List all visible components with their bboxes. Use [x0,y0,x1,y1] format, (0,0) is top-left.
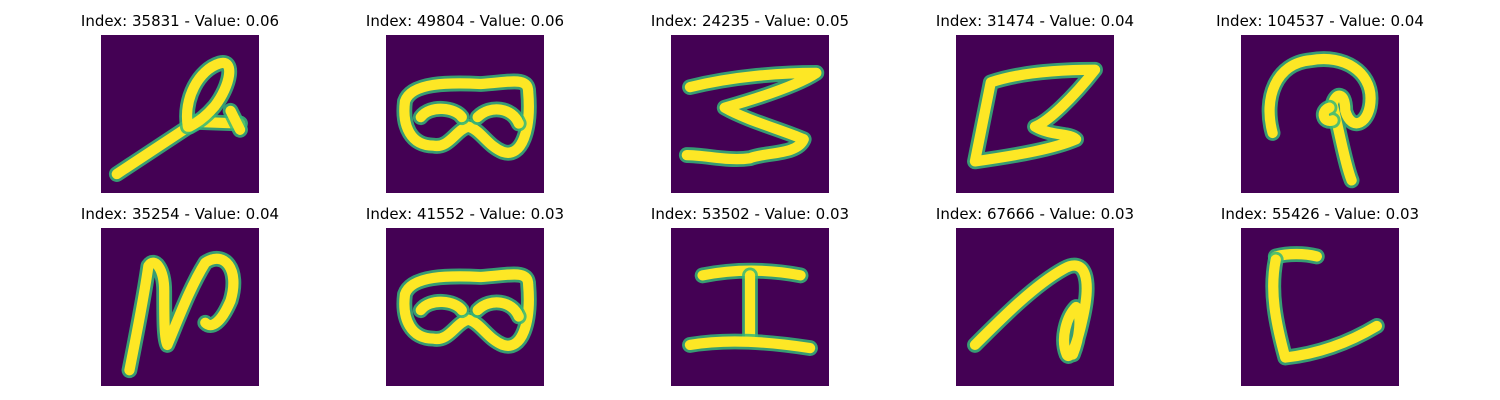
panel-title: Index: 53502 - Value: 0.03 [650,205,850,223]
handwritten-glyph-image [671,35,829,193]
image-panel: Index: 67666 - Value: 0.03 [915,205,1155,387]
handwritten-glyph-image [101,228,259,386]
image-panel: Index: 104537 - Value: 0.04 [1200,12,1440,194]
image-panel: Index: 35254 - Value: 0.04 [60,205,300,387]
panel-title: Index: 55426 - Value: 0.03 [1220,205,1420,223]
image-panel: Index: 49804 - Value: 0.06 [345,12,585,194]
stroke-core [969,64,1101,167]
handwritten-glyph-image [1241,228,1399,386]
stroke-core [1268,254,1383,363]
handwritten-glyph-image [956,35,1114,193]
stroke-core [969,260,1092,362]
stroke-core [124,253,239,376]
image-panel: Index: 24235 - Value: 0.05 [630,12,870,194]
panel-title: Index: 41552 - Value: 0.03 [365,205,565,223]
panel-title: Index: 35254 - Value: 0.04 [80,205,280,223]
handwritten-glyph-image [386,35,544,193]
handwritten-glyph-image [1241,35,1399,193]
image-panel: Index: 41552 - Value: 0.03 [345,205,585,387]
panel-title: Index: 24235 - Value: 0.05 [650,12,850,30]
handwritten-glyph-image [956,228,1114,386]
stroke-core [399,76,534,158]
stroke-core [472,104,524,129]
panel-title: Index: 49804 - Value: 0.06 [365,12,565,30]
handwritten-glyph-image [386,228,544,386]
image-panel: Index: 35831 - Value: 0.06 [60,12,300,194]
stroke-core [1318,102,1338,126]
stroke-core [399,269,534,351]
panel-title: Index: 104537 - Value: 0.04 [1216,12,1424,30]
stroke-core [472,297,524,322]
image-panel: Index: 53502 - Value: 0.03 [630,205,870,387]
handwritten-glyph-image [671,228,829,386]
stroke-core [415,103,467,123]
stroke-core [225,105,246,135]
panel-title: Index: 31474 - Value: 0.04 [935,12,1135,30]
stroke-core [684,336,816,354]
handwritten-glyph-image [101,35,259,193]
stroke-core [415,296,467,316]
image-panel: Index: 55426 - Value: 0.03 [1200,205,1440,387]
panel-title: Index: 35831 - Value: 0.06 [80,12,280,30]
panel-title: Index: 67666 - Value: 0.03 [935,205,1135,223]
image-panel: Index: 31474 - Value: 0.04 [915,12,1155,194]
stroke-core [181,57,235,132]
stroke-core [681,67,822,165]
